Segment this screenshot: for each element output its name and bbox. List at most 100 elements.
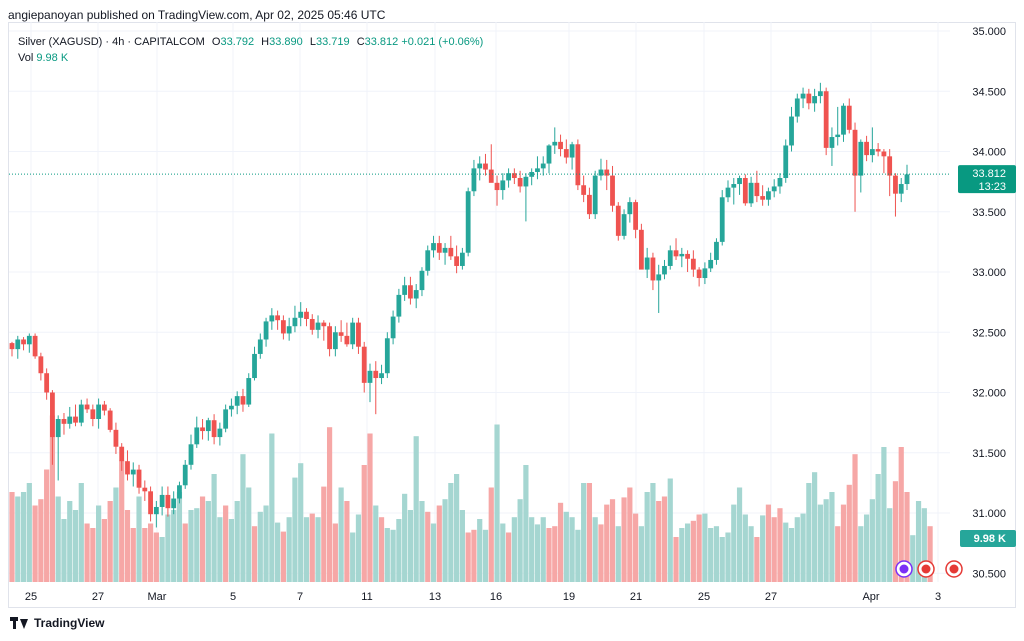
volume-bar: [442, 499, 448, 582]
volume-bar: [852, 454, 858, 582]
volume-bar: [529, 517, 535, 582]
candle-body: [673, 250, 679, 257]
volume-bar: [205, 501, 211, 582]
volume-bar: [586, 483, 593, 582]
candle-body: [413, 290, 419, 299]
candle-body: [535, 168, 540, 172]
candle-body: [627, 202, 633, 215]
volume-bar: [604, 504, 610, 582]
candle-body: [587, 194, 592, 215]
volume-tag-label: 9.98 K: [974, 533, 1006, 545]
y-tick-label: 31.500: [972, 448, 1006, 460]
volume-bar: [49, 415, 56, 582]
volume-bar: [165, 514, 171, 582]
candle-body: [812, 96, 818, 104]
volume-bar: [182, 523, 188, 582]
candle-body: [898, 184, 904, 194]
event-dot: [921, 564, 931, 574]
candle-body: [361, 346, 367, 383]
candle-body: [9, 343, 15, 350]
volume-bar: [373, 505, 379, 582]
candle-body: [257, 339, 263, 354]
volume-bar: [540, 517, 546, 582]
candle-body: [171, 498, 177, 509]
candle-body: [442, 247, 448, 253]
candle-body: [229, 405, 234, 410]
candle-body: [477, 163, 483, 169]
volume-bar: [915, 501, 922, 582]
volume-bar: [44, 469, 50, 582]
candle-body: [864, 141, 869, 156]
candle-body: [517, 178, 523, 187]
candle-body: [869, 149, 875, 156]
candle-body: [142, 487, 148, 492]
x-tick-label: 19: [563, 591, 575, 603]
volume-bar: [500, 523, 506, 582]
candle-body: [32, 335, 38, 357]
volume-bar: [638, 526, 644, 582]
candle-body: [263, 321, 269, 340]
x-tick-label: 3: [935, 591, 941, 603]
volume-bar: [546, 528, 552, 582]
candle-body: [107, 410, 113, 430]
volume-bar: [321, 486, 327, 582]
volume-bar: [176, 492, 183, 582]
volume-bar: [15, 496, 21, 582]
candle-body: [113, 429, 119, 447]
volume-bar: [777, 508, 783, 582]
candle-body: [598, 169, 604, 176]
volume-bar: [384, 528, 390, 582]
volume-bar: [898, 447, 904, 582]
volume-bar: [736, 487, 743, 582]
low-label: L: [309, 36, 316, 48]
candle-body: [390, 316, 396, 339]
y-tick-label: 34.000: [972, 147, 1006, 159]
volume-bar: [142, 528, 148, 582]
volume-bar: [771, 517, 777, 582]
candle-body: [875, 149, 881, 152]
volume-bar: [280, 531, 286, 582]
volume-bar: [713, 526, 720, 582]
candle-body: [50, 392, 55, 438]
candle-body: [494, 182, 500, 191]
volume-bar: [800, 513, 806, 582]
candle-body: [431, 243, 436, 251]
candle-body: [379, 373, 384, 379]
volume-bar: [459, 510, 465, 582]
volume-bar: [251, 526, 258, 582]
candle-body: [419, 270, 425, 291]
candle-body: [234, 396, 240, 406]
volume-bar: [315, 517, 321, 582]
candle-body: [742, 178, 748, 204]
volume-bar: [863, 514, 870, 582]
y-tick-label: 32.500: [972, 327, 1006, 339]
brand-label: TradingView: [34, 616, 105, 630]
volume-bar: [257, 511, 263, 582]
volume-bar: [846, 484, 852, 582]
volume-bar: [742, 514, 748, 582]
volume-bar: [858, 526, 864, 582]
volume-bar: [731, 504, 737, 582]
volume-bar: [505, 532, 512, 582]
volume-bar: [96, 505, 102, 582]
candle-body: [500, 180, 506, 191]
volume-bar: [690, 520, 696, 582]
volume-bar: [840, 504, 847, 582]
x-tick-label: 25: [698, 591, 710, 603]
footer-brand: TradingView: [10, 616, 104, 630]
volume-bar: [448, 483, 454, 582]
candle-body: [852, 129, 858, 176]
candle-body: [188, 444, 194, 465]
volume-bar: [26, 483, 32, 582]
volume-bar: [783, 522, 789, 582]
volume-bar: [517, 499, 523, 582]
volume-bar: [217, 517, 223, 582]
volume-bar: [621, 497, 627, 582]
x-tick-label: 16: [490, 591, 502, 603]
y-tick-label: 33.000: [972, 267, 1006, 279]
candle-body: [55, 419, 61, 438]
candle-body: [148, 491, 153, 515]
candle-body: [546, 145, 552, 164]
candle-body: [194, 427, 200, 445]
